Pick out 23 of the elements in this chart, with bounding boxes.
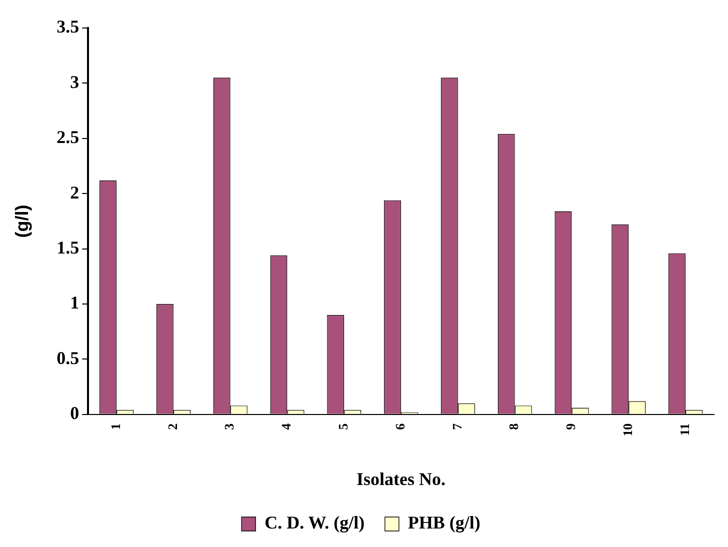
x-tick-label: 3 — [222, 422, 237, 430]
y-tick-label: 0 — [70, 403, 80, 424]
y-tick-label: 2.5 — [56, 127, 80, 148]
x-tick-label: 1 — [108, 423, 123, 430]
legend-label: PHB (g/l) — [408, 512, 480, 533]
x-tick-label: 2 — [164, 423, 180, 430]
x-tick-label: 6 — [392, 422, 408, 430]
x-axis-title: Isolates No. — [356, 468, 446, 489]
y-tick-label: 1.5 — [56, 237, 80, 258]
x-tick-label: 11 — [676, 423, 692, 436]
y-axis-title: (g/l) — [12, 204, 32, 238]
x-tick-label: 7 — [449, 422, 464, 430]
x-tick-label: 8 — [506, 422, 522, 430]
y-tick-label: 2 — [70, 182, 80, 202]
x-tick-label: 4 — [278, 422, 294, 430]
x-tick-label: 10 — [620, 423, 636, 436]
y-tick-label: 0.5 — [56, 348, 80, 368]
y-tick-label: 3.5 — [56, 16, 80, 37]
legend-label: C. D. W. (g/l) — [264, 512, 365, 533]
y-tick-label: 1 — [70, 292, 80, 313]
x-tick-label: 5 — [336, 422, 351, 430]
x-tick-label: 9 — [563, 422, 578, 430]
y-tick-label: 3 — [70, 72, 80, 92]
